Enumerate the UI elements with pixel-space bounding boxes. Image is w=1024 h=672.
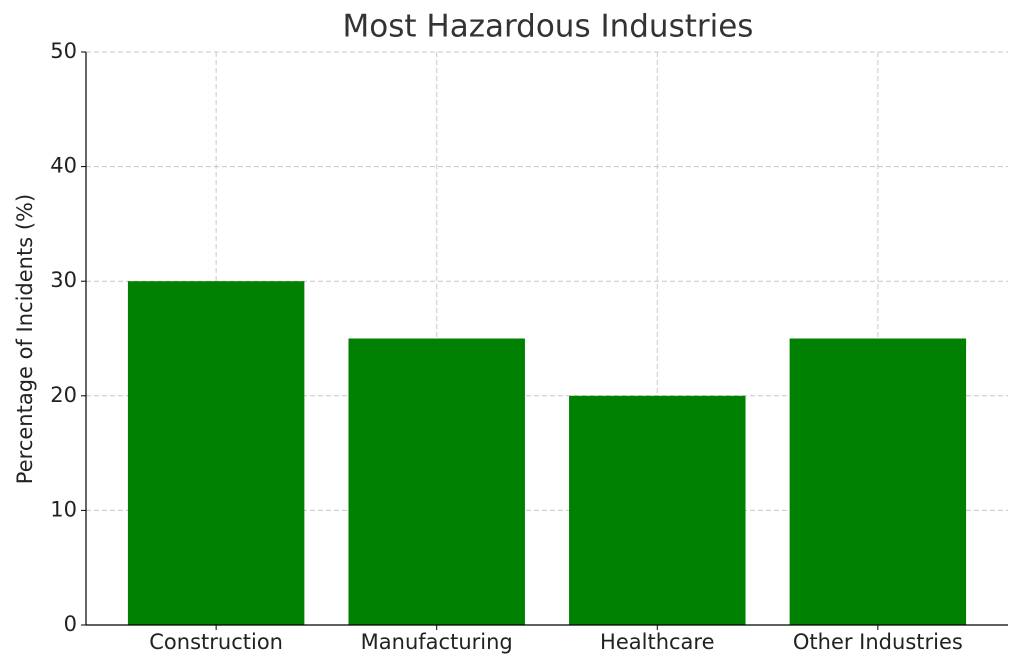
x-tick-label: Healthcare bbox=[600, 630, 714, 654]
bar bbox=[789, 338, 967, 625]
y-tick-label: 10 bbox=[50, 497, 77, 521]
x-tick-label: Construction bbox=[149, 630, 283, 654]
y-tick-label: 30 bbox=[50, 268, 77, 292]
chart-title: Most Hazardous Industries bbox=[343, 9, 754, 45]
y-tick-label: 50 bbox=[50, 39, 77, 63]
bar bbox=[127, 281, 305, 625]
y-tick-label: 40 bbox=[50, 154, 77, 178]
bar bbox=[569, 395, 746, 625]
y-tick-label: 20 bbox=[50, 383, 77, 407]
y-tick-label: 0 bbox=[64, 612, 77, 636]
bar bbox=[348, 338, 525, 625]
x-tick-label: Manufacturing bbox=[361, 630, 513, 654]
y-axis-label: Percentage of Incidents (%) bbox=[13, 194, 37, 484]
x-tick-label: Other Industries bbox=[793, 630, 963, 654]
